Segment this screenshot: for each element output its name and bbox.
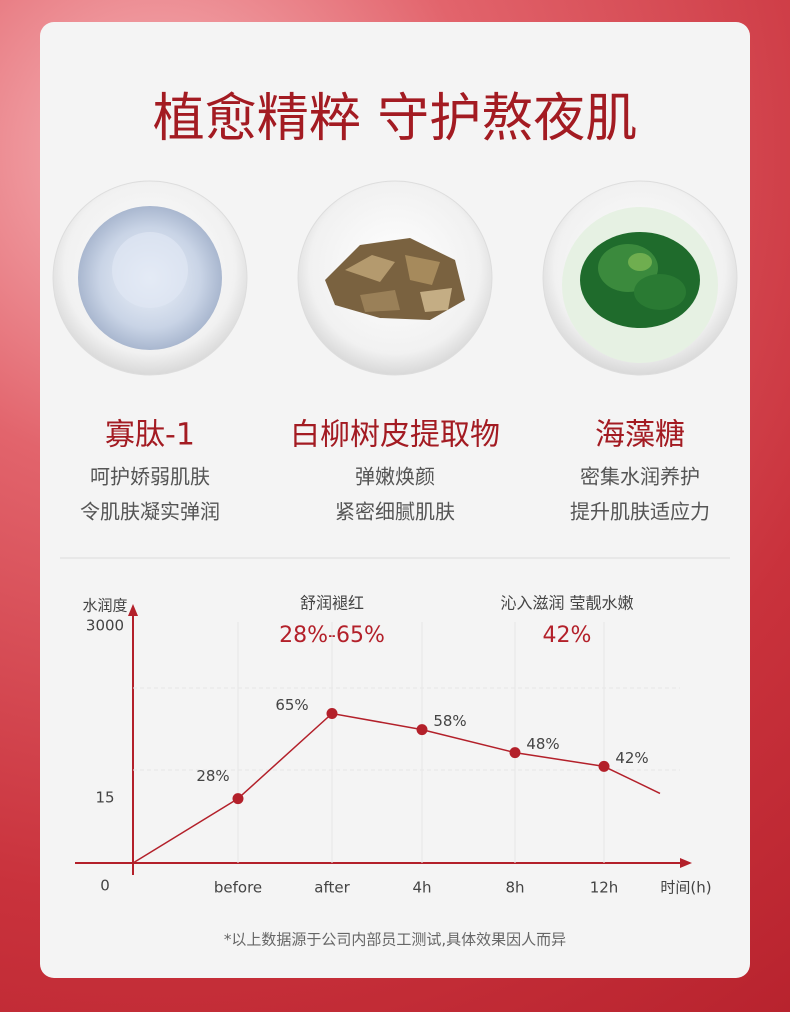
ingredient-image [542,180,738,376]
y-axis-text: 3000 [86,617,124,635]
annotation-title: 舒润褪红 [300,594,364,613]
x-tick-label: 8h [505,879,524,897]
ingredient-image [297,180,493,376]
x-tick-label: 4h [412,879,431,897]
x-tick-label: before [214,879,262,897]
value-label: 48% [526,735,559,753]
ingredient-name: 白柳树皮提取物 [290,418,500,453]
value-label: 58% [433,712,466,730]
axes [75,604,692,875]
ingredient-name: 海藻糖 [595,418,685,453]
title: 植愈精粹 守护熬夜肌 [153,89,638,149]
point [326,708,338,719]
annotation-title: 沁入滋润 莹靓水嫩 [500,594,633,613]
line-tail [603,765,661,795]
footnote: *以上数据源于公司内部员工测试,具体效果因人而异 [224,931,566,949]
x-tick-label: 12h [590,879,619,897]
annotation-value: 42% [543,623,592,648]
ingredient-desc: 提升肌肤适应力 [570,500,710,524]
ingredient-desc: 密集水润养护 [580,465,700,489]
value-label: 42% [615,749,648,767]
ingredient-desc: 弹嫩焕颜 [355,465,435,489]
line-lead [132,797,239,864]
x-tick-label: after [314,879,350,897]
x-axis-label: 时间(h) [660,879,711,897]
point [232,793,244,805]
y-axis-text: 15 [95,789,114,807]
value-label: 28% [196,767,229,785]
ingredient-desc: 紧密细腻肌肤 [335,500,455,524]
point [598,760,610,772]
y-axis-text: 0 [100,877,110,895]
ingredient-desc: 令肌肤凝实弹润 [80,500,220,524]
point [416,724,428,736]
y-axis-label: 水润度 [82,597,127,615]
ingredient-name: 寡肽-1 [105,418,195,453]
point [509,747,521,759]
ingredient-image [52,180,248,376]
value-label: 65% [275,696,308,714]
ingredient-desc: 呵护娇弱肌肤 [90,465,210,489]
